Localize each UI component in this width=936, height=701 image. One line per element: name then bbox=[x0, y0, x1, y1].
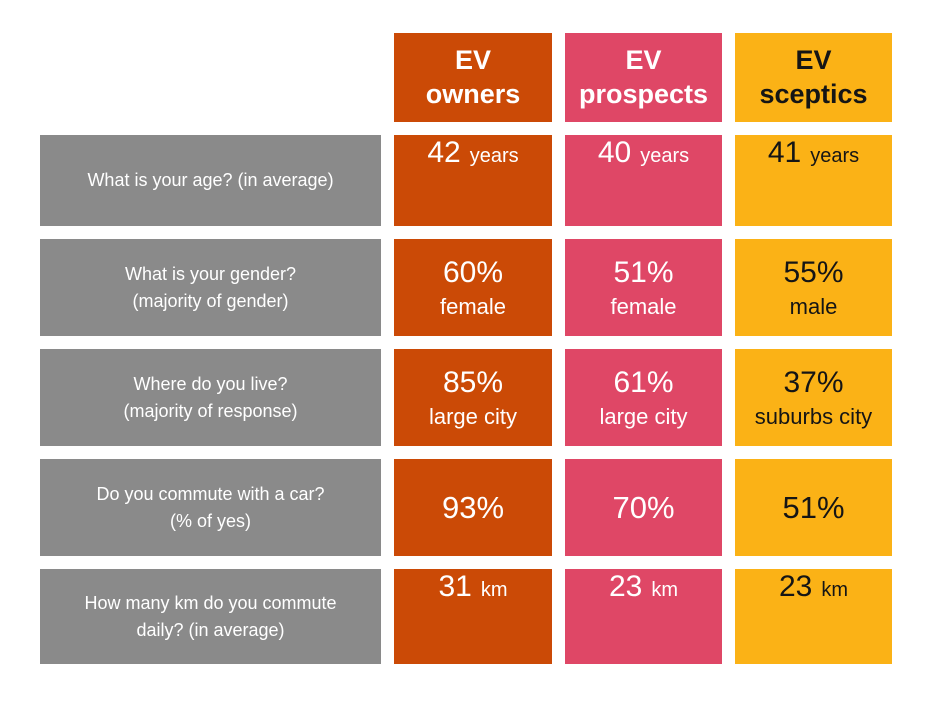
value-number: 41 bbox=[767, 136, 802, 169]
cell-owners-gender: 60% female bbox=[394, 239, 552, 336]
cell-owners-commute-car: 93% bbox=[394, 459, 552, 556]
cell-sceptics-commute-distance: 23 km bbox=[735, 569, 892, 664]
value-unit: km bbox=[651, 579, 679, 601]
question-commute-car: Do you commute with a car? (% of yes) bbox=[40, 459, 381, 556]
value-number: 61% bbox=[613, 365, 674, 399]
column-header-ev-owners: EV owners bbox=[394, 33, 552, 122]
value-unit: km bbox=[821, 579, 849, 601]
cell-prospects-age: 40 years bbox=[565, 135, 722, 226]
cell-owners-commute-distance: 31 km bbox=[394, 569, 552, 664]
value-unit: female bbox=[610, 293, 677, 319]
value-number: 55% bbox=[783, 255, 844, 289]
cell-prospects-gender: 51% female bbox=[565, 239, 722, 336]
value-number: 51% bbox=[613, 255, 674, 289]
column-header-ev-prospects: EV prospects bbox=[565, 33, 722, 122]
value-number: 23 bbox=[778, 570, 813, 603]
cell-sceptics-residence: 37% suburbs city bbox=[735, 349, 892, 446]
value-unit: years bbox=[469, 145, 519, 167]
header-spacer bbox=[40, 33, 381, 122]
question-commute-distance: How many km do you commute daily? (in av… bbox=[40, 569, 381, 664]
cell-prospects-residence: 61% large city bbox=[565, 349, 722, 446]
survey-grid: EV owners EV prospects EV sceptics What … bbox=[40, 33, 936, 664]
value-number: 60% bbox=[442, 255, 504, 289]
value-unit: large city bbox=[599, 403, 688, 429]
value-unit: km bbox=[480, 579, 508, 601]
value-number: 93% bbox=[441, 489, 505, 525]
cell-sceptics-age: 41 years bbox=[735, 135, 892, 226]
value-unit: years bbox=[640, 145, 690, 167]
cell-prospects-commute-car: 70% bbox=[565, 459, 722, 556]
cell-prospects-commute-distance: 23 km bbox=[565, 569, 722, 664]
value-number: 85% bbox=[442, 365, 504, 399]
question-residence: Where do you live? (majority of response… bbox=[40, 349, 381, 446]
value-unit: male bbox=[789, 293, 838, 319]
value-number: 42 bbox=[427, 136, 461, 169]
value-unit: large city bbox=[428, 403, 518, 429]
cell-sceptics-commute-car: 51% bbox=[735, 459, 892, 556]
value-number: 40 bbox=[597, 136, 632, 169]
column-header-ev-sceptics: EV sceptics bbox=[735, 33, 892, 122]
value-unit: female bbox=[439, 293, 507, 319]
question-age: What is your age? (in average) bbox=[40, 135, 381, 226]
value-unit: suburbs city bbox=[754, 403, 873, 429]
value-number: 70% bbox=[612, 489, 675, 525]
value-number: 23 bbox=[608, 570, 643, 603]
cell-owners-age: 42 years bbox=[394, 135, 552, 226]
value-number: 37% bbox=[783, 365, 844, 399]
value-number: 51% bbox=[782, 489, 845, 525]
cell-owners-residence: 85% large city bbox=[394, 349, 552, 446]
cell-sceptics-gender: 55% male bbox=[735, 239, 892, 336]
question-gender: What is your gender? (majority of gender… bbox=[40, 239, 381, 336]
value-number: 31 bbox=[438, 570, 472, 603]
value-unit: years bbox=[810, 145, 860, 167]
